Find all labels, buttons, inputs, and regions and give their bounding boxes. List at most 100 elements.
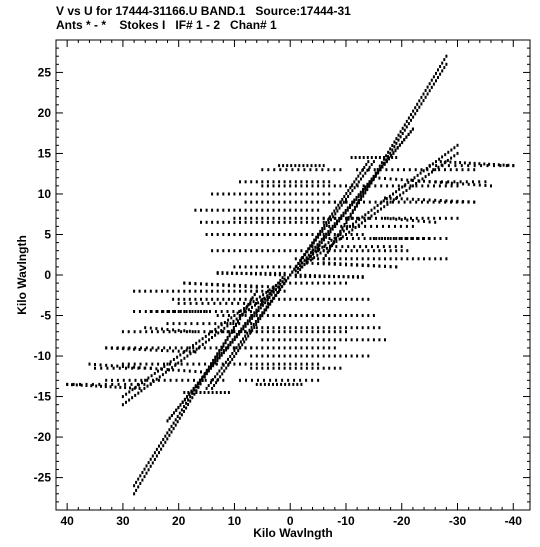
uv-point (217, 378, 220, 382)
uv-point (174, 346, 177, 350)
uv-point (356, 354, 359, 358)
uv-point (183, 289, 186, 293)
uv-point (473, 161, 476, 165)
uv-point (395, 177, 398, 181)
uv-point (374, 156, 377, 159)
uv-point (473, 183, 476, 187)
uv-point (322, 281, 325, 285)
uv-point (368, 165, 371, 169)
uv-point (259, 303, 262, 307)
uv-point (130, 382, 133, 386)
uv-point-conjugate (242, 337, 244, 341)
uv-point-conjugate (367, 168, 370, 172)
uv-point (406, 237, 409, 240)
uv-point (278, 200, 281, 204)
uv-point-conjugate (309, 258, 312, 262)
uv-point (357, 193, 360, 197)
uv-point (112, 366, 115, 370)
uv-point (239, 378, 241, 382)
uv-point-conjugate (373, 212, 376, 216)
uv-point-conjugate (255, 208, 258, 212)
uv-point (216, 357, 219, 361)
uv-point (384, 177, 386, 180)
uv-point (272, 216, 275, 220)
uv-point (261, 184, 264, 188)
uv-point (349, 203, 351, 207)
uv-point-conjugate (189, 399, 192, 403)
uv-point (232, 346, 235, 350)
uv-point (410, 113, 412, 117)
uv-point (298, 164, 301, 168)
uv-point-conjugate (341, 197, 344, 201)
uv-point-conjugate (283, 180, 286, 184)
uv-point-conjugate (285, 168, 288, 172)
uv-point-conjugate (378, 257, 381, 261)
uv-point (272, 366, 275, 370)
uv-point (382, 199, 385, 203)
uv-point-conjugate (272, 382, 274, 386)
uv-point (197, 310, 200, 313)
uv-point-conjugate (188, 297, 191, 301)
uv-point (361, 215, 364, 219)
uv-point-conjugate (149, 348, 152, 352)
uv-point (358, 156, 361, 159)
uv-point-conjugate (455, 168, 458, 172)
uv-point (283, 184, 286, 188)
uv-point (317, 366, 320, 370)
uv-point-conjugate (177, 297, 180, 301)
uv-point (250, 346, 253, 350)
uv-point-conjugate (433, 237, 436, 240)
uv-point (297, 266, 299, 270)
x-tick-label: 40 (60, 514, 74, 528)
uv-point-conjugate (325, 221, 328, 225)
uv-point (283, 282, 286, 286)
uv-point (233, 216, 236, 220)
uv-point-conjugate (239, 340, 242, 344)
uv-point-conjugate (266, 346, 269, 350)
uv-point (175, 378, 178, 382)
uv-point-conjugate (266, 249, 269, 253)
uv-point-conjugate (321, 227, 324, 230)
uv-point-conjugate (177, 368, 180, 372)
axis-ticks (56, 40, 530, 510)
uv-point-conjugate (424, 95, 427, 99)
uv-point (174, 362, 177, 366)
uv-point-conjugate (439, 72, 442, 76)
y-tick-label: 20 (38, 106, 52, 120)
uv-point-conjugate (407, 122, 410, 126)
uv-point (459, 161, 462, 165)
uv-point-conjugate (408, 168, 411, 172)
uv-point-conjugate (384, 264, 386, 268)
uv-point-conjugate (246, 331, 249, 335)
uv-point (322, 297, 325, 301)
uv-point (456, 143, 459, 147)
uv-point-conjugate (227, 391, 230, 394)
uv-point (305, 184, 308, 188)
uv-point (289, 200, 292, 204)
uv-point-conjugate (289, 208, 292, 212)
uv-point-conjugate (345, 192, 348, 195)
uv-point-conjugate (321, 168, 324, 172)
uv-point-conjugate (174, 423, 177, 427)
uv-point-conjugate (257, 301, 260, 305)
uv-point-conjugate (432, 82, 435, 86)
uv-point (257, 378, 259, 382)
uv-point (116, 346, 119, 350)
uv-point (283, 271, 286, 275)
uv-point (317, 200, 320, 204)
uv-point (405, 119, 408, 123)
uv-point-conjugate (428, 164, 431, 168)
uv-point-conjugate (211, 192, 214, 196)
uv-point (145, 464, 148, 468)
uv-point-conjugate (444, 168, 446, 172)
uv-point (162, 310, 165, 313)
uv-point (235, 352, 238, 355)
y-tick-label: -25 (34, 471, 52, 485)
uv-point (350, 338, 353, 342)
uv-point (373, 206, 376, 210)
uv-point (261, 338, 264, 342)
uv-point-conjugate (233, 192, 236, 196)
uv-point (139, 362, 142, 366)
uv-point (222, 289, 225, 293)
uv-point (333, 184, 336, 188)
